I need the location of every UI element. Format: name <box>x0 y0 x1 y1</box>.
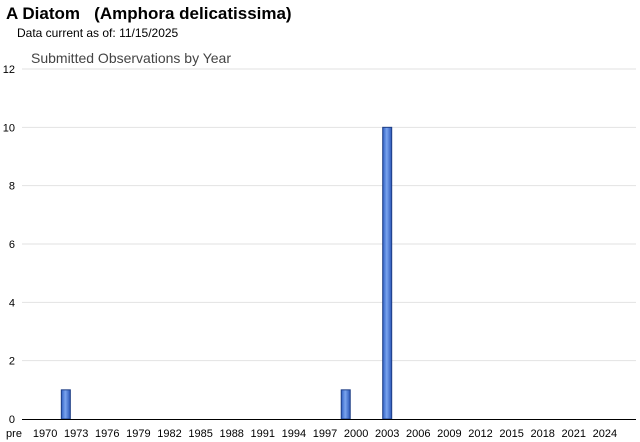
species-title: A Diatom (Amphora delicatissima) <box>6 4 292 23</box>
bar-2003 <box>382 126 393 420</box>
x-tick-label: 2015 <box>499 428 523 440</box>
x-tick-label: 1997 <box>313 428 337 440</box>
y-tick-label: 0 <box>9 414 15 426</box>
bar-1972 <box>60 389 71 420</box>
chart-title: Submitted Observations by Year <box>31 50 231 66</box>
x-tick-label: 2012 <box>468 428 492 440</box>
x-tick-label: 2009 <box>437 428 461 440</box>
x-tick-label: 1985 <box>188 428 212 440</box>
y-tick-label: 2 <box>9 356 15 368</box>
x-tick-label: 2021 <box>562 428 586 440</box>
data-current-line: Data current as of: 11/15/2025 <box>17 26 178 40</box>
x-tick-label: 1979 <box>126 428 150 440</box>
y-tick-label: 6 <box>9 239 15 251</box>
data-current-date: 11/15/2025 <box>119 26 179 40</box>
x-tick-label: 2024 <box>593 428 617 440</box>
data-current-label: Data current as of: <box>17 26 116 40</box>
x-tick-label: 1988 <box>219 428 243 440</box>
bar-1999 <box>340 389 351 420</box>
x-tick-label: 1973 <box>64 428 88 440</box>
x-tick-label: 1991 <box>251 428 275 440</box>
x-tick-label: 2018 <box>530 428 554 440</box>
bars-layer <box>60 126 393 420</box>
x-tick-label: 1976 <box>95 428 119 440</box>
x-tick-label: 2000 <box>344 428 368 440</box>
x-tick-label: pre <box>6 428 22 440</box>
x-tick-label: 1982 <box>157 428 181 440</box>
y-tick-label: 4 <box>9 297 15 309</box>
x-tick-label: 1994 <box>282 428 306 440</box>
x-tick-label: 2003 <box>375 428 399 440</box>
y-tick-label: 12 <box>3 64 15 76</box>
grid-layer <box>22 68 636 362</box>
x-tick-label: 2006 <box>406 428 430 440</box>
axis-layer: 0 2 4 6 8 10 12 pre 1970 1973 1976 1979 1982 1985 1988… <box>3 64 636 440</box>
x-tick-label: 1970 <box>33 428 57 440</box>
y-tick-label: 8 <box>9 181 15 193</box>
y-tick-label: 10 <box>3 122 15 134</box>
